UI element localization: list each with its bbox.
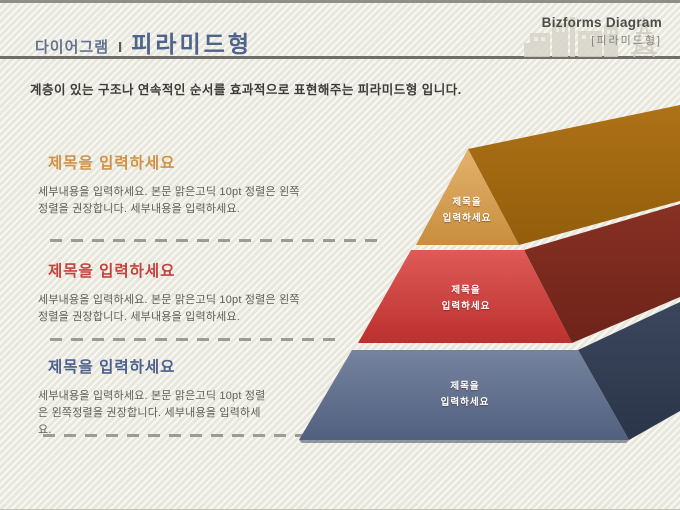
brand-name: Bizforms Diagram bbox=[541, 15, 662, 30]
pyramid-level-3-side bbox=[578, 302, 680, 440]
section-3-body: 세부내용을 입력하세요. 본문 맑은고딕 10pt 정렬은 왼쪽정렬을 권장합니… bbox=[38, 390, 266, 436]
pyramid-diagram bbox=[299, 105, 680, 443]
pyramid-level-3-label: 제목을 입력하세요 bbox=[440, 381, 490, 408]
section-1-title: 제목을 입력하세요 bbox=[48, 155, 176, 172]
brand: Bizforms Diagram [피라미드형] bbox=[542, 15, 662, 48]
section-2-body: 세부내용을 입력하세요. 본문 맑은고딕 10pt 정렬은 왼쪽정렬을 권장합니… bbox=[38, 294, 300, 323]
section-divider-2 bbox=[50, 338, 340, 341]
section-2-title: 제목을 입력하세요 bbox=[48, 263, 176, 280]
pyramid-level-1-side bbox=[468, 105, 680, 245]
section-3-title: 제목을 입력하세요 bbox=[48, 359, 176, 376]
section-divider-1 bbox=[50, 239, 385, 242]
pyramid-level-1-front bbox=[416, 149, 519, 245]
section-1: 제목을 입력하세요 세부내용을 입력하세요. 본문 맑은고딕 10pt 정렬은 … bbox=[38, 151, 310, 218]
section-3: 제목을 입력하세요 세부내용을 입력하세요. 본문 맑은고딕 10pt 정렬은 … bbox=[38, 355, 270, 439]
pyramid-level-2-side bbox=[524, 204, 680, 343]
page-title: 다이어그램 I 피라미드형 bbox=[35, 25, 252, 59]
section-divider-3 bbox=[43, 434, 305, 437]
pyramid-base-shadow bbox=[299, 440, 629, 443]
pyramid-level-2-label: 제목을 입력하세요 bbox=[441, 285, 491, 312]
header-rule bbox=[0, 56, 680, 59]
pyramid-level-3-front bbox=[299, 350, 629, 440]
slide-description: 계층이 있는 구조나 연속적인 순서를 효과적으로 표현해주는 피라미드형 입니… bbox=[30, 83, 462, 97]
title-main: 피라미드형 bbox=[131, 31, 252, 57]
section-1-body: 세부내용을 입력하세요. 본문 맑은고딕 10pt 정렬은 왼쪽정렬을 권장합니… bbox=[38, 186, 300, 215]
pyramid-level-2-front bbox=[358, 250, 572, 343]
pyramid-level-1-label: 제목을 입력하세요 bbox=[442, 197, 492, 224]
title-separator: I bbox=[118, 39, 123, 56]
city-silhouette-icon bbox=[512, 9, 672, 66]
brand-subtitle: [피라미드형] bbox=[591, 35, 662, 47]
section-2: 제목을 입력하세요 세부내용을 입력하세요. 본문 맑은고딕 10pt 정렬은 … bbox=[38, 259, 310, 326]
title-category: 다이어그램 bbox=[35, 39, 110, 56]
